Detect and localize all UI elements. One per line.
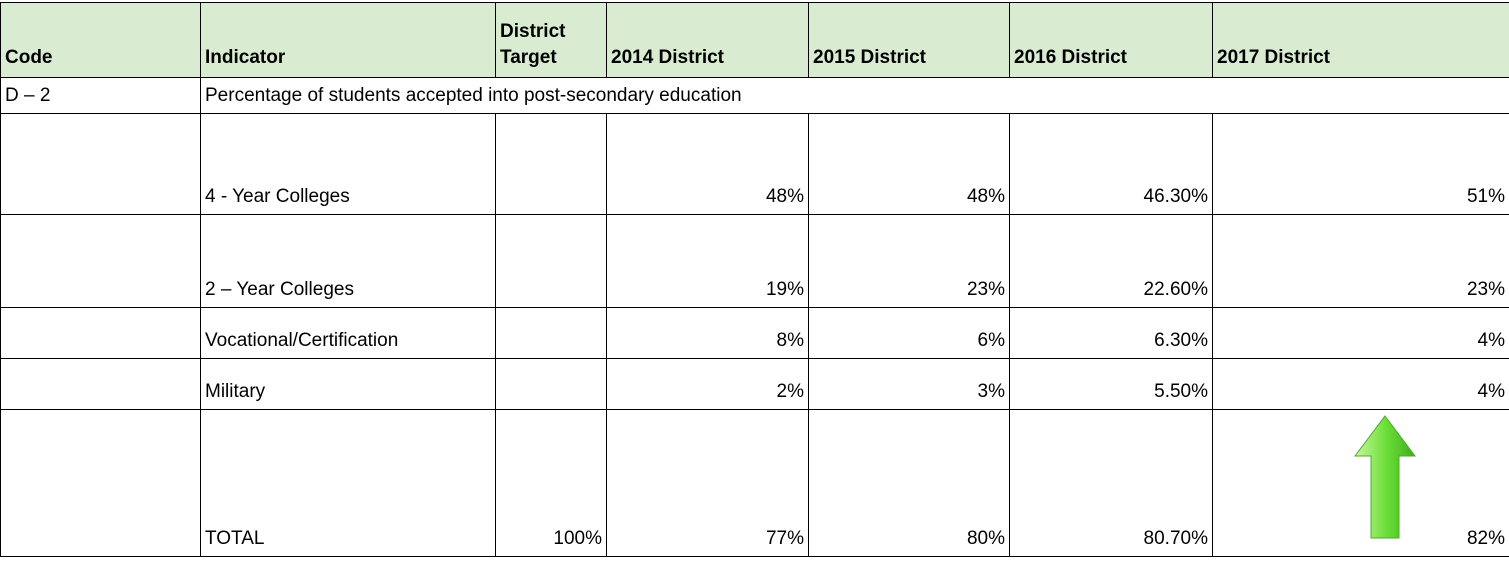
value-cell: 48% (607, 114, 809, 215)
value-cell: 19% (607, 215, 809, 308)
value-cell: 22.60% (1010, 215, 1213, 308)
target-cell (496, 359, 607, 410)
value-cell: 6.30% (1010, 308, 1213, 359)
header-cell: 2016 District (1010, 3, 1213, 78)
value-cell: 82% (1213, 410, 1509, 557)
code-cell (1, 410, 201, 557)
indicator-cell: Military (201, 359, 496, 410)
value-cell: 3% (809, 359, 1010, 410)
value-cell: 23% (809, 215, 1010, 308)
data-row: Vocational/Certification 8%6%6.30%4% (1, 308, 1509, 359)
code-cell (1, 215, 201, 308)
header-cell: Indicator (201, 3, 496, 78)
value-cell: 6% (809, 308, 1010, 359)
value-cell: 4% (1213, 308, 1509, 359)
header-cell: District Target (496, 3, 607, 78)
indicator-cell: 4 - Year Colleges (201, 114, 496, 215)
target-cell (496, 114, 607, 215)
value-cell: 80% (809, 410, 1010, 557)
target-cell: 100% (496, 410, 607, 557)
indicator-cell: Vocational/Certification (201, 308, 496, 359)
value-cell: 2% (607, 359, 809, 410)
value-cell: 5.50% (1010, 359, 1213, 410)
value-cell: 77% (607, 410, 809, 557)
indicator-cell: TOTAL (201, 410, 496, 557)
code-cell (1, 359, 201, 410)
up-arrow-icon (1353, 414, 1417, 540)
code-cell: D – 2 (1, 78, 201, 114)
value-cell: 48% (809, 114, 1010, 215)
value-cell: 23% (1213, 215, 1509, 308)
target-cell (496, 308, 607, 359)
value-cell: 4% (1213, 359, 1509, 410)
code-cell (1, 114, 201, 215)
header-cell: 2015 District (809, 3, 1010, 78)
header-cell: 2017 District (1213, 3, 1509, 78)
value-cell: 8% (607, 308, 809, 359)
code-cell (1, 308, 201, 359)
value-cell: 46.30% (1010, 114, 1213, 215)
header-cell: 2014 District (607, 3, 809, 78)
value-cell: 51% (1213, 114, 1509, 215)
target-cell (496, 215, 607, 308)
header-cell: Code (1, 3, 201, 78)
data-row: Military 2%3%5.50%4% (1, 359, 1509, 410)
indicator-cell: 2 – Year Colleges (201, 215, 496, 308)
value-cell: 80.70% (1010, 410, 1213, 557)
description-cell: Percentage of students accepted into pos… (201, 78, 1509, 114)
